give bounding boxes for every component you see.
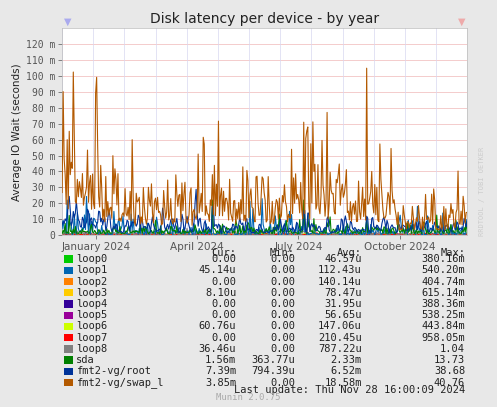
Text: 36.46u: 36.46u <box>199 344 236 354</box>
Text: Munin 2.0.75: Munin 2.0.75 <box>216 393 281 402</box>
Text: 0.00: 0.00 <box>270 276 295 287</box>
Text: 0.00: 0.00 <box>270 333 295 343</box>
Text: 40.76: 40.76 <box>434 378 465 387</box>
Text: 0.00: 0.00 <box>270 344 295 354</box>
Bar <box>64 334 73 341</box>
Text: 1.04: 1.04 <box>440 344 465 354</box>
Text: 3.85m: 3.85m <box>205 378 236 387</box>
Text: loop6: loop6 <box>77 322 107 331</box>
Text: Last update: Thu Nov 28 16:00:09 2024: Last update: Thu Nov 28 16:00:09 2024 <box>234 385 465 396</box>
Text: 147.06u: 147.06u <box>318 322 362 331</box>
Bar <box>64 289 73 296</box>
Text: 0.00: 0.00 <box>211 254 236 264</box>
Text: 56.65u: 56.65u <box>325 310 362 320</box>
Bar <box>64 357 73 364</box>
Text: 363.77u: 363.77u <box>251 355 295 365</box>
Text: Min:: Min: <box>270 248 295 258</box>
Text: 787.22u: 787.22u <box>318 344 362 354</box>
Text: 6.52m: 6.52m <box>331 366 362 376</box>
Text: 1.56m: 1.56m <box>205 355 236 365</box>
Title: Disk latency per device - by year: Disk latency per device - by year <box>150 12 379 26</box>
Text: 7.39m: 7.39m <box>205 366 236 376</box>
Text: 45.14u: 45.14u <box>199 265 236 275</box>
Text: fmt2-vg/root: fmt2-vg/root <box>77 366 151 376</box>
Text: ▼: ▼ <box>458 17 466 27</box>
Text: 78.47u: 78.47u <box>325 288 362 298</box>
Text: 958.05m: 958.05m <box>421 333 465 343</box>
Text: 8.10u: 8.10u <box>205 288 236 298</box>
Text: 0.00: 0.00 <box>211 333 236 343</box>
Text: 0.00: 0.00 <box>270 265 295 275</box>
Text: 18.58m: 18.58m <box>325 378 362 387</box>
Text: loop4: loop4 <box>77 299 107 309</box>
Bar <box>64 368 73 375</box>
Bar <box>64 379 73 386</box>
Text: 112.43u: 112.43u <box>318 265 362 275</box>
Text: fmt2-vg/swap_l: fmt2-vg/swap_l <box>77 377 164 388</box>
Text: loop2: loop2 <box>77 276 107 287</box>
Text: 0.00: 0.00 <box>270 254 295 264</box>
Bar <box>64 323 73 330</box>
Text: 794.39u: 794.39u <box>251 366 295 376</box>
Text: 2.33m: 2.33m <box>331 355 362 365</box>
Text: 540.20m: 540.20m <box>421 265 465 275</box>
Text: 388.36m: 388.36m <box>421 299 465 309</box>
Text: 443.84m: 443.84m <box>421 322 465 331</box>
Text: RRDTOOL / TOBI OETKER: RRDTOOL / TOBI OETKER <box>479 147 485 236</box>
Text: loop8: loop8 <box>77 344 107 354</box>
Text: loop1: loop1 <box>77 265 107 275</box>
Text: 31.95u: 31.95u <box>325 299 362 309</box>
Text: 60.76u: 60.76u <box>199 322 236 331</box>
Text: ▼: ▼ <box>64 17 71 27</box>
Bar <box>64 278 73 285</box>
Text: Cur:: Cur: <box>211 248 236 258</box>
Text: 0.00: 0.00 <box>270 299 295 309</box>
Text: sda: sda <box>77 355 95 365</box>
Text: 0.00: 0.00 <box>270 378 295 387</box>
Text: 0.00: 0.00 <box>211 276 236 287</box>
Bar <box>64 256 73 263</box>
Text: 38.68: 38.68 <box>434 366 465 376</box>
Text: 210.45u: 210.45u <box>318 333 362 343</box>
Text: 404.74m: 404.74m <box>421 276 465 287</box>
Text: loop0: loop0 <box>77 254 107 264</box>
Text: 46.57u: 46.57u <box>325 254 362 264</box>
Text: 0.00: 0.00 <box>270 288 295 298</box>
Bar <box>64 345 73 352</box>
Text: 0.00: 0.00 <box>211 299 236 309</box>
Text: 615.14m: 615.14m <box>421 288 465 298</box>
Text: Avg:: Avg: <box>337 248 362 258</box>
Bar <box>64 267 73 274</box>
Text: 0.00: 0.00 <box>270 322 295 331</box>
Text: loop5: loop5 <box>77 310 107 320</box>
Text: 140.14u: 140.14u <box>318 276 362 287</box>
Y-axis label: Average IO Wait (seconds): Average IO Wait (seconds) <box>11 63 22 201</box>
Text: loop3: loop3 <box>77 288 107 298</box>
Bar <box>64 312 73 319</box>
Text: Max:: Max: <box>440 248 465 258</box>
Text: 13.73: 13.73 <box>434 355 465 365</box>
Bar <box>64 300 73 308</box>
Text: 380.16m: 380.16m <box>421 254 465 264</box>
Text: 0.00: 0.00 <box>211 310 236 320</box>
Text: 0.00: 0.00 <box>270 310 295 320</box>
Text: 538.25m: 538.25m <box>421 310 465 320</box>
Text: loop7: loop7 <box>77 333 107 343</box>
